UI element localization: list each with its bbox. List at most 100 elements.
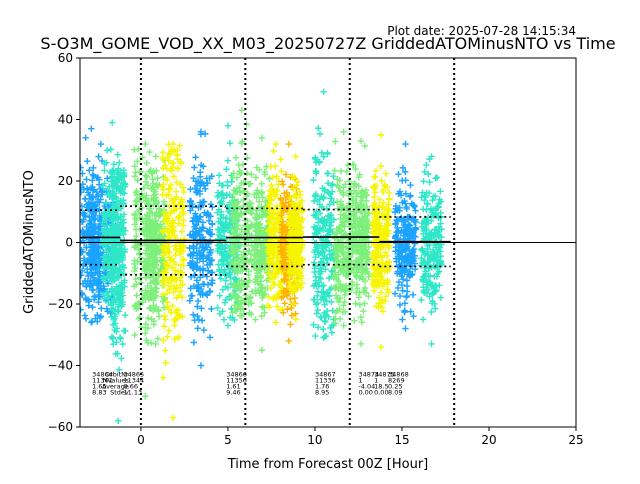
data-point [170,159,177,167]
data-point [120,219,127,226]
data-point [190,248,197,256]
data-point [220,194,228,202]
data-point [89,171,97,178]
data-point [196,199,204,206]
data-point [90,263,98,270]
data-point [160,374,167,381]
y-tick-label: −60 [48,420,73,434]
data-point [114,269,122,277]
data-point [200,252,207,260]
data-point [146,148,153,156]
data-point [163,213,170,221]
data-point [103,246,111,254]
data-point [97,185,104,193]
data-point [200,244,207,252]
data-point [143,257,150,265]
data-point [109,221,116,228]
data-point [194,312,201,320]
data-point [173,294,180,302]
data-point [186,297,194,304]
data-point [80,290,85,298]
data-point [215,172,223,179]
data-point [116,246,123,253]
data-point [94,174,102,181]
data-point [120,264,128,271]
data-point [108,300,115,307]
data-point [103,159,110,166]
data-point [219,182,227,189]
data-point [132,264,139,272]
data-point [80,246,85,254]
data-point [136,314,144,321]
data-point [90,164,97,172]
data-point [120,211,128,218]
data-point [162,359,169,366]
data-point [159,156,167,164]
data-point [100,253,107,260]
data-point [230,219,237,226]
data-point [162,347,169,354]
data-point [108,178,115,185]
data-point [205,217,213,224]
data-point [132,275,139,283]
data-point [120,231,127,238]
data-point [150,278,158,286]
data-point [166,253,173,261]
x-tick-label: 20 [481,433,496,447]
data-point [160,337,167,344]
data-point [205,240,213,247]
data-point [150,180,157,187]
data-point [177,160,185,167]
data-point [131,214,139,222]
data-point [148,169,155,176]
data-point [186,259,194,267]
data-point [113,198,121,205]
data-point [85,298,93,305]
data-point [104,308,111,315]
data-point [170,173,178,180]
data-point [179,294,186,301]
data-point [194,325,201,332]
data-point [194,303,201,310]
data-point [162,162,169,169]
x-tick-label: 10 [307,433,322,447]
data-point [230,190,237,198]
data-point [164,247,172,254]
data-point [115,273,122,281]
data-point [111,307,119,314]
data-point [131,173,139,180]
data-point [233,242,240,249]
data-point [220,233,228,240]
data-point [172,251,179,259]
data-point [163,176,171,184]
data-point [177,287,184,295]
data-point [152,217,159,225]
data-point [228,178,235,185]
data-point [199,219,207,226]
data-point [89,247,96,254]
data-point [223,214,230,222]
data-point [170,316,178,324]
data-point [159,291,167,298]
data-point [113,328,120,335]
data-point [200,326,208,334]
data-point [133,302,140,310]
data-point [174,165,181,172]
data-point [95,181,103,188]
data-point [208,256,216,264]
data-point [217,198,225,206]
data-point [115,308,122,315]
data-point [165,279,172,287]
data-point [168,309,175,316]
data-point [199,233,207,241]
data-point [206,249,214,256]
data-point [152,153,159,160]
data-point [162,191,170,199]
data-point [95,230,102,237]
data-point [204,267,212,274]
data-point [238,169,245,177]
data-point [244,217,251,225]
data-point [222,277,229,284]
data-point [173,179,181,186]
